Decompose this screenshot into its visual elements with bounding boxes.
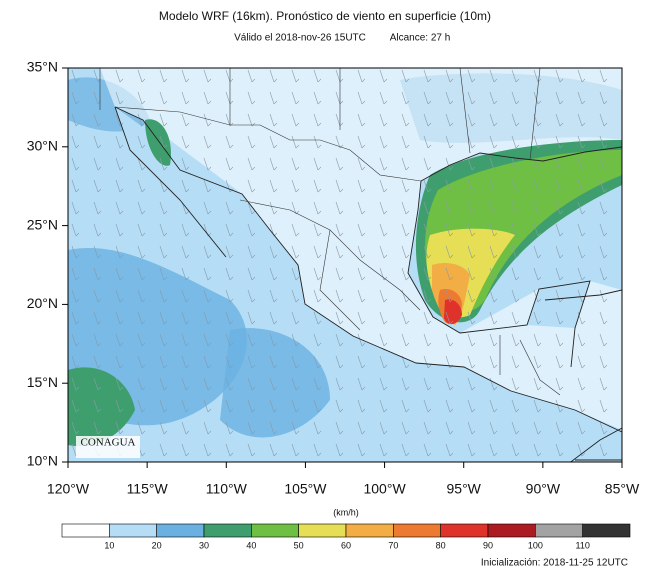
colorbar-box xyxy=(393,523,441,538)
colorbar-box xyxy=(251,523,299,538)
logo-box xyxy=(76,436,140,458)
lat-label: 10°N xyxy=(27,453,58,469)
colorbar-box xyxy=(345,523,394,538)
lon-label: 85°W xyxy=(605,481,640,497)
axis-labels: 35°N 30°N 25°N 20°N 15°N 10°N 120°W 115°W 110°W 1… xyxy=(27,59,640,497)
colorbar-label: 40 xyxy=(246,540,256,550)
map xyxy=(68,68,622,462)
lat-label: 25°N xyxy=(27,216,58,232)
colorbar-label: 60 xyxy=(341,540,351,550)
lon-label: 120°W xyxy=(47,481,90,497)
colorbar-box xyxy=(298,523,347,538)
lon-label: 105°W xyxy=(284,481,327,497)
lon-label: 95°W xyxy=(447,481,482,497)
lat-label: 35°N xyxy=(27,59,58,75)
colorbar-label: 70 xyxy=(388,540,398,550)
colorbar-box xyxy=(109,523,157,538)
colorbar-label: 30 xyxy=(199,540,209,550)
lon-label: 115°W xyxy=(127,481,169,497)
logo: CONAGUA xyxy=(81,437,136,449)
colorbar-box xyxy=(535,523,583,538)
colorbar-box xyxy=(487,523,536,538)
lat-label: 15°N xyxy=(27,374,58,390)
colorbar-label: 20 xyxy=(152,540,162,550)
colorbar-label: 10 xyxy=(104,540,114,550)
colorbar-box xyxy=(61,523,110,538)
lon-label: 100°W xyxy=(363,481,406,497)
colorbar-label: 100 xyxy=(528,540,543,550)
colorbar-box xyxy=(156,523,205,538)
colorbar-label: 80 xyxy=(436,540,446,550)
title: Modelo WRF (16km). Pronóstico de viento … xyxy=(159,9,491,23)
lon-label: 110°W xyxy=(206,481,248,497)
footer: Inicialización: 2018-11-25 12UTC xyxy=(481,558,628,569)
colorbar-box xyxy=(440,523,489,538)
lead-time: Alcance: 27 h xyxy=(390,33,451,44)
colorbar-label: 50 xyxy=(294,540,304,550)
lon-label: 90°W xyxy=(526,481,561,497)
colorbar-unit: (km/h) xyxy=(333,507,359,517)
map-frame xyxy=(67,67,623,463)
colorbar-label: 90 xyxy=(483,540,493,550)
colorbar: 10 20 30 40 50 60 70 80 90 100 110 xyxy=(61,523,631,550)
lat-label: 20°N xyxy=(27,295,58,311)
valid-time: Válido el 2018-nov-26 15UTC xyxy=(234,33,366,44)
colorbar-box xyxy=(582,523,631,538)
lat-label: 30°N xyxy=(27,138,58,154)
colorbar-box xyxy=(203,523,252,538)
colorbar-label: 110 xyxy=(575,540,589,550)
